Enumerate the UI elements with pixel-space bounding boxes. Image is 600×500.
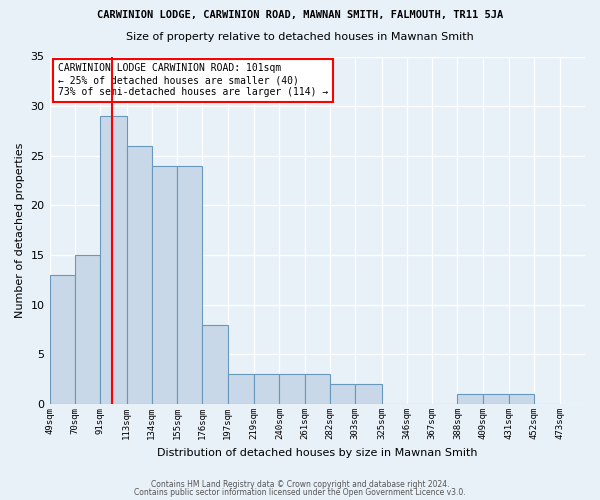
Bar xyxy=(355,384,382,404)
Bar xyxy=(330,384,355,404)
Text: CARWINION LODGE, CARWINION ROAD, MAWNAN SMITH, FALMOUTH, TR11 5JA: CARWINION LODGE, CARWINION ROAD, MAWNAN … xyxy=(97,10,503,20)
Y-axis label: Number of detached properties: Number of detached properties xyxy=(15,142,25,318)
Bar xyxy=(202,324,227,404)
Bar xyxy=(177,166,202,404)
Bar xyxy=(127,146,152,404)
Bar xyxy=(254,374,280,404)
Text: Contains public sector information licensed under the Open Government Licence v3: Contains public sector information licen… xyxy=(134,488,466,497)
Bar xyxy=(280,374,305,404)
Bar xyxy=(100,116,127,404)
X-axis label: Distribution of detached houses by size in Mawnan Smith: Distribution of detached houses by size … xyxy=(157,448,478,458)
Text: Contains HM Land Registry data © Crown copyright and database right 2024.: Contains HM Land Registry data © Crown c… xyxy=(151,480,449,489)
Bar xyxy=(227,374,254,404)
Bar xyxy=(457,394,483,404)
Bar xyxy=(509,394,535,404)
Bar xyxy=(152,166,177,404)
Text: CARWINION LODGE CARWINION ROAD: 101sqm
← 25% of detached houses are smaller (40): CARWINION LODGE CARWINION ROAD: 101sqm ←… xyxy=(58,64,328,96)
Bar xyxy=(75,255,100,404)
Text: Size of property relative to detached houses in Mawnan Smith: Size of property relative to detached ho… xyxy=(126,32,474,42)
Bar xyxy=(305,374,330,404)
Bar xyxy=(50,275,75,404)
Bar xyxy=(483,394,509,404)
